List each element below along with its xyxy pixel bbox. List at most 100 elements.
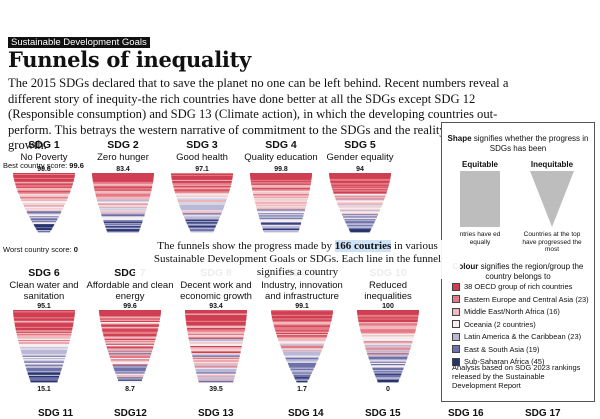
country-line xyxy=(29,378,59,380)
country-line xyxy=(273,324,331,326)
country-line xyxy=(360,329,416,331)
country-line xyxy=(290,368,314,371)
country-line xyxy=(358,322,418,324)
country-line xyxy=(92,176,154,179)
shape-heading: Shape signifies whether the progress in … xyxy=(442,134,594,154)
country-line xyxy=(100,211,146,213)
country-line xyxy=(110,359,150,361)
country-line xyxy=(184,216,220,218)
country-line xyxy=(190,230,214,232)
country-line xyxy=(334,194,386,196)
best-value-label: 99.6 xyxy=(123,303,137,310)
country-line xyxy=(103,336,156,338)
country-line xyxy=(187,331,245,334)
funnel-6 xyxy=(13,310,76,383)
country-line xyxy=(362,337,414,340)
country-line xyxy=(108,353,152,355)
country-line xyxy=(330,180,390,183)
country-line xyxy=(371,364,405,366)
country-line xyxy=(187,332,245,335)
country-line xyxy=(106,228,140,230)
country-line xyxy=(369,360,407,362)
country-line xyxy=(357,316,419,318)
country-line xyxy=(186,324,246,326)
worst-score-label: Worst country score: xyxy=(3,245,72,254)
country-line xyxy=(15,183,73,186)
country-line xyxy=(24,361,64,364)
country-line xyxy=(261,224,301,226)
country-line xyxy=(292,373,312,376)
country-line xyxy=(100,320,160,323)
country-line xyxy=(281,348,323,350)
country-line xyxy=(338,206,382,208)
country-line xyxy=(295,378,309,380)
country-line xyxy=(18,342,70,344)
country-line xyxy=(376,378,400,380)
country-line xyxy=(338,205,382,207)
country-line xyxy=(194,366,238,368)
country-line xyxy=(115,373,144,376)
country-line xyxy=(198,380,234,383)
country-line xyxy=(14,179,74,182)
country-line xyxy=(359,325,417,328)
country-line xyxy=(17,189,71,192)
country-line xyxy=(189,341,243,343)
country-line xyxy=(96,196,150,198)
country-line xyxy=(185,319,247,322)
legend-label: Sub-Saharan Africa (45) xyxy=(464,357,545,366)
legend-label: 38 OECD group of rich countries xyxy=(464,282,573,291)
country-line xyxy=(18,340,70,342)
country-line xyxy=(171,177,233,180)
country-line xyxy=(256,208,306,210)
country-line xyxy=(101,214,145,216)
country-line xyxy=(28,373,60,376)
country-line xyxy=(97,202,149,204)
country-line xyxy=(287,361,317,364)
country-line xyxy=(106,229,140,231)
country-line xyxy=(97,201,149,203)
inequitable-shape xyxy=(530,171,574,227)
country-line xyxy=(271,310,333,312)
country-line xyxy=(92,175,154,178)
country-line xyxy=(250,173,312,175)
country-line xyxy=(291,370,313,372)
country-line xyxy=(190,344,242,347)
country-line xyxy=(349,229,371,231)
country-line xyxy=(99,206,147,208)
country-line xyxy=(106,230,140,232)
country-line xyxy=(251,185,311,188)
country-line xyxy=(100,322,160,324)
country-line xyxy=(101,324,159,326)
country-line xyxy=(93,184,153,187)
legend-label: East & South Asia (19) xyxy=(464,344,540,354)
country-line xyxy=(252,188,310,191)
country-line xyxy=(344,220,376,222)
country-line xyxy=(358,320,418,323)
sdg-number: SDG 4 xyxy=(265,139,297,151)
funnel-10 xyxy=(357,310,419,383)
country-line xyxy=(28,376,60,378)
country-line xyxy=(193,361,239,364)
country-line xyxy=(180,208,224,210)
sdg-name: No Poverty xyxy=(20,151,68,163)
best-value-label: 93.4 xyxy=(209,303,223,310)
country-line xyxy=(25,365,63,367)
country-line xyxy=(257,211,305,213)
country-line xyxy=(346,224,374,226)
country-line xyxy=(102,329,158,331)
country-line xyxy=(13,173,75,175)
country-line xyxy=(101,213,145,215)
country-line xyxy=(360,328,416,330)
country-line xyxy=(34,225,54,227)
country-line xyxy=(92,174,154,176)
country-line xyxy=(22,202,66,204)
country-line xyxy=(173,186,231,189)
country-line xyxy=(99,312,161,314)
country-line xyxy=(187,225,216,227)
country-line xyxy=(33,224,55,226)
country-line xyxy=(196,372,236,374)
country-line xyxy=(263,229,299,231)
country-line xyxy=(25,364,63,366)
country-line xyxy=(98,205,148,207)
country-line xyxy=(15,329,73,331)
